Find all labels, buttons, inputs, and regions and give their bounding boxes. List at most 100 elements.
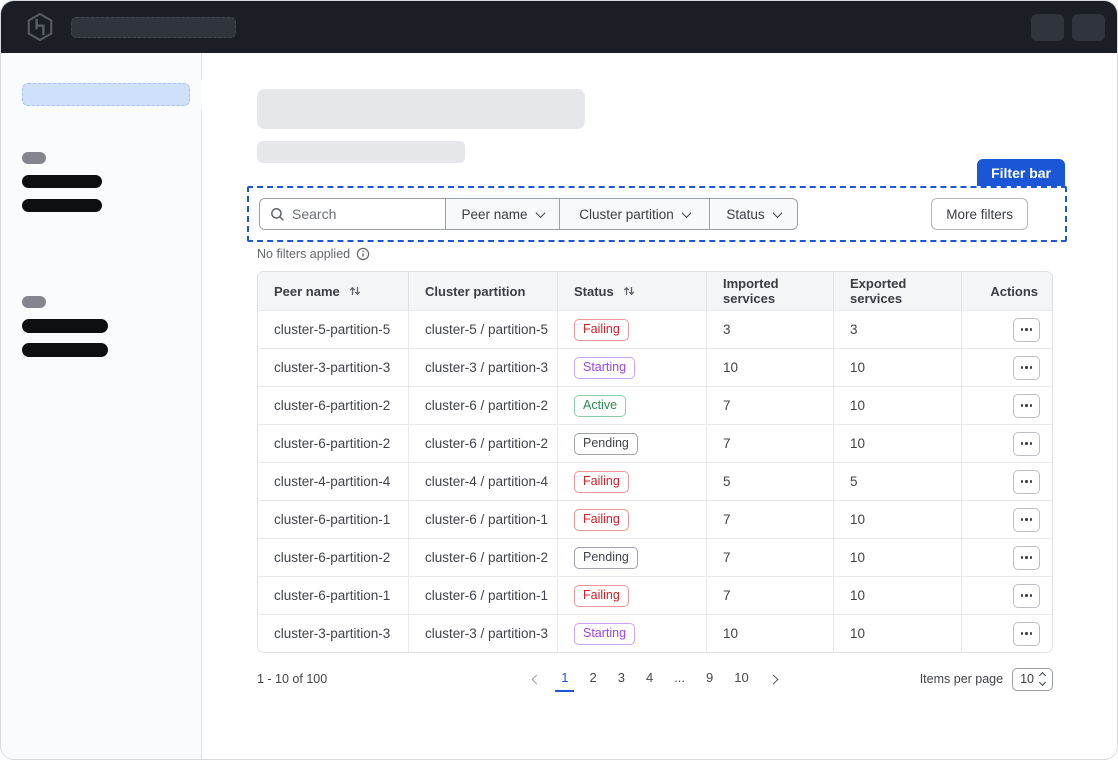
cell-actions bbox=[962, 463, 1052, 500]
table-row: cluster-5-partition-5 cluster-5 / partiti… bbox=[258, 310, 1052, 348]
status-badge: Failing bbox=[574, 470, 629, 493]
cell-actions bbox=[962, 501, 1052, 538]
top-nav-bar bbox=[1, 1, 1117, 53]
filter-dropdown-cluster-partition[interactable]: Cluster partition bbox=[559, 199, 709, 229]
cell-exported-services: 10 bbox=[834, 349, 962, 386]
row-actions-button[interactable] bbox=[1013, 583, 1040, 608]
pagination-page-3[interactable]: 3 bbox=[612, 666, 631, 692]
status-badge: Active bbox=[574, 394, 627, 417]
select-updown-icon bbox=[1038, 671, 1047, 687]
cell-status: Failing bbox=[558, 577, 707, 614]
applied-filters-status: No filters applied bbox=[257, 247, 1117, 261]
cell-exported-services: 5 bbox=[834, 463, 962, 500]
topnav-skeleton bbox=[71, 16, 236, 38]
column-header-peer-name[interactable]: Peer name bbox=[258, 272, 409, 310]
info-icon[interactable] bbox=[356, 247, 370, 261]
status-badge: Pending bbox=[574, 432, 638, 455]
table-row: cluster-6-partition-1 cluster-6 / partiti… bbox=[258, 500, 1052, 538]
pagination-range: 1 - 10 of 100 bbox=[257, 672, 328, 686]
dropdown-label: Peer name bbox=[461, 206, 528, 222]
cell-actions bbox=[962, 311, 1052, 348]
table-row: cluster-6-partition-2 cluster-6 / partiti… bbox=[258, 386, 1052, 424]
cell-imported-services: 10 bbox=[707, 615, 834, 652]
column-header-cluster-partition: Cluster partition bbox=[409, 272, 558, 310]
sort-icon[interactable] bbox=[348, 284, 362, 298]
pagination-ellipsis: ... bbox=[668, 666, 691, 692]
cell-exported-services: 10 bbox=[834, 501, 962, 538]
cell-cluster-partition: cluster-5 / partition-5 bbox=[409, 311, 558, 348]
table-header-row: Peer name Cluster partition Status bbox=[258, 272, 1052, 310]
status-badge: Starting bbox=[574, 356, 636, 379]
search-input[interactable] bbox=[292, 206, 432, 222]
search-field[interactable] bbox=[260, 199, 445, 229]
pagination-page-9[interactable]: 9 bbox=[700, 666, 719, 692]
sidebar-section-label-skeleton bbox=[22, 152, 46, 164]
cell-status: Failing bbox=[558, 311, 707, 348]
cell-peer-name: cluster-3-partition-3 bbox=[258, 615, 409, 652]
table-body: cluster-5-partition-5 cluster-5 / partiti… bbox=[258, 310, 1052, 652]
status-badge: Failing bbox=[574, 318, 629, 341]
cell-imported-services: 7 bbox=[707, 501, 834, 538]
cell-actions bbox=[962, 387, 1052, 424]
cell-exported-services: 10 bbox=[834, 539, 962, 576]
filter-bar-annotation: Filter bar Peer name Cluster partition Sta… bbox=[247, 159, 1067, 242]
cell-peer-name: cluster-6-partition-1 bbox=[258, 501, 409, 538]
dropdown-label: Status bbox=[726, 206, 765, 222]
chevron-down-icon bbox=[772, 207, 783, 218]
cell-actions bbox=[962, 539, 1052, 576]
pagination-page-10[interactable]: 10 bbox=[728, 666, 754, 692]
filter-dropdown-status[interactable]: Status bbox=[709, 199, 797, 229]
table-row: cluster-3-partition-3 cluster-3 / partiti… bbox=[258, 348, 1052, 386]
cell-cluster-partition: cluster-6 / partition-2 bbox=[409, 539, 558, 576]
sidebar-active-item-skeleton bbox=[22, 83, 190, 106]
row-actions-button[interactable] bbox=[1013, 507, 1040, 532]
items-per-page-select[interactable]: 10 bbox=[1012, 667, 1053, 691]
row-actions-button[interactable] bbox=[1013, 545, 1040, 570]
cell-cluster-partition: cluster-6 / partition-2 bbox=[409, 387, 558, 424]
filter-bar: Peer name Cluster partition Status More fi… bbox=[247, 186, 1067, 242]
cell-imported-services: 10 bbox=[707, 349, 834, 386]
cell-peer-name: cluster-6-partition-2 bbox=[258, 539, 409, 576]
row-actions-button[interactable] bbox=[1013, 393, 1040, 418]
more-filters-button[interactable]: More filters bbox=[931, 198, 1028, 230]
status-badge: Pending bbox=[574, 546, 638, 569]
cell-cluster-partition: cluster-3 / partition-3 bbox=[409, 615, 558, 652]
cell-status: Active bbox=[558, 387, 707, 424]
sidebar bbox=[1, 53, 202, 759]
cell-status: Pending bbox=[558, 539, 707, 576]
chevron-right-icon bbox=[768, 674, 779, 684]
pagination-bar: 1 - 10 of 100 1 2 3 4... 9 10 Items per page … bbox=[257, 666, 1053, 692]
items-per-page-label: Items per page bbox=[919, 672, 1004, 686]
filter-dropdown-peer-name[interactable]: Peer name bbox=[445, 199, 559, 229]
cell-imported-services: 7 bbox=[707, 577, 834, 614]
cell-status: Starting bbox=[558, 349, 707, 386]
cell-status: Failing bbox=[558, 501, 707, 538]
dropdown-label: Cluster partition bbox=[579, 206, 674, 222]
items-per-page-value: 10 bbox=[1020, 672, 1034, 686]
pagination-page-list: 1 2 3 4... 9 10 bbox=[555, 666, 754, 692]
filter-bar-annotation-tag: Filter bar bbox=[977, 159, 1065, 188]
row-actions-button[interactable] bbox=[1013, 355, 1040, 380]
cell-peer-name: cluster-3-partition-3 bbox=[258, 349, 409, 386]
pagination-page-2[interactable]: 2 bbox=[583, 666, 602, 692]
sort-icon[interactable] bbox=[622, 284, 636, 298]
pagination-next-button[interactable] bbox=[764, 672, 783, 687]
row-actions-button[interactable] bbox=[1013, 317, 1040, 342]
row-actions-button[interactable] bbox=[1013, 431, 1040, 456]
cell-imported-services: 7 bbox=[707, 387, 834, 424]
status-badge: Failing bbox=[574, 508, 629, 531]
cell-actions bbox=[962, 577, 1052, 614]
cell-exported-services: 10 bbox=[834, 387, 962, 424]
table-row: cluster-6-partition-2 cluster-6 / partiti… bbox=[258, 424, 1052, 462]
pagination-prev-button[interactable] bbox=[527, 672, 546, 687]
row-actions-button[interactable] bbox=[1013, 469, 1040, 494]
cell-cluster-partition: cluster-6 / partition-1 bbox=[409, 501, 558, 538]
column-header-exported-services: Exported services bbox=[834, 272, 962, 310]
row-actions-button[interactable] bbox=[1013, 621, 1040, 646]
pagination-page-4[interactable]: 4 bbox=[640, 666, 659, 692]
topnav-action-skeleton bbox=[1031, 13, 1064, 41]
pagination-page-1[interactable]: 1 bbox=[555, 666, 575, 692]
column-header-status[interactable]: Status bbox=[558, 272, 707, 310]
topnav-action-skeleton bbox=[1072, 13, 1105, 41]
cell-imported-services: 5 bbox=[707, 463, 834, 500]
